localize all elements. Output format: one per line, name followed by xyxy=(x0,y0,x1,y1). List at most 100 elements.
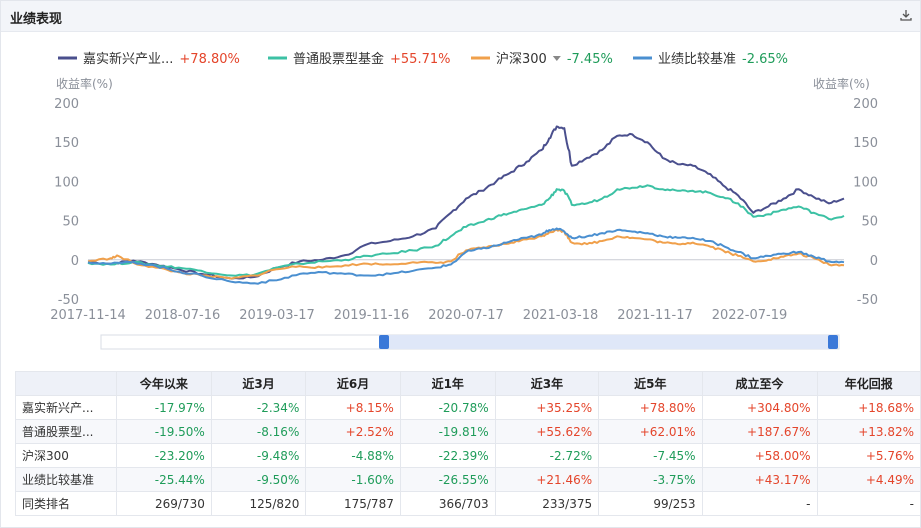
legend-value: -7.45% xyxy=(567,52,613,67)
table-cell: +55.62% xyxy=(494,419,600,444)
range-slider[interactable] xyxy=(100,334,840,350)
table-cell: 233/375 xyxy=(494,491,600,516)
table-cell: -26.55% xyxy=(399,467,496,492)
panel-header: 业绩表现 xyxy=(1,1,920,32)
y-axis-label-right: 收益率(%) xyxy=(813,76,870,91)
y-tick-label-left: 200 xyxy=(54,97,79,112)
table-cell: -19.50% xyxy=(116,419,212,444)
x-tick-label: 2021-11-17 xyxy=(617,308,693,323)
y-tick-label-left: -50 xyxy=(58,293,79,308)
column-header: 近5年 xyxy=(598,371,703,396)
legend-label: 业绩比较基准 xyxy=(658,52,736,67)
table-row: 同类排名 269/730 125/820 175/787 366/703 233/375 9… xyxy=(15,491,921,516)
y-axis-label-left: 收益率(%) xyxy=(56,76,113,91)
y-axis-ticks: 200 200 150 150 100 100 50 50 0 0 -50 -50 xyxy=(54,97,878,308)
dropdown-caret-icon[interactable] xyxy=(552,56,561,61)
chart-legend: 嘉实新兴产业... +78.80% 普通股票型基金 +55.71% 沪深300 -7.45… xyxy=(58,51,788,67)
row-name: 业绩比较基准 xyxy=(15,467,117,492)
legend-item[interactable]: 业绩比较基准 -2.65% xyxy=(633,52,788,67)
row-name: 同类排名 xyxy=(15,491,117,516)
table-cell: -9.50% xyxy=(210,467,307,492)
y-tick-label-right: 100 xyxy=(853,175,878,190)
table-cell: +4.49% xyxy=(816,467,921,492)
x-tick-label: 2019-11-16 xyxy=(334,308,410,323)
table-cell: 175/787 xyxy=(305,491,401,516)
table-cell: -22.39% xyxy=(399,443,496,468)
y-tick-label-left: 150 xyxy=(54,136,79,151)
column-header: 近3年 xyxy=(494,371,600,396)
legend-item[interactable]: 沪深300 -7.45% xyxy=(471,51,613,67)
series-line xyxy=(87,227,845,285)
y-tick-label-left: 100 xyxy=(54,175,79,190)
table-cell: 99/253 xyxy=(598,491,703,516)
download-icon[interactable] xyxy=(900,9,912,21)
series-line xyxy=(87,125,845,280)
table-cell: -7.45% xyxy=(598,443,703,468)
y-tick-label-left: 0 xyxy=(71,254,79,269)
table-cell: +187.67% xyxy=(701,419,818,444)
table-cell: -20.78% xyxy=(399,395,496,420)
table-cell: -3.75% xyxy=(598,467,703,492)
table-body: 嘉实新兴产... -17.97% -2.34% +8.15% -20.78% +35.25… xyxy=(15,395,921,516)
y-tick-label-right: 200 xyxy=(853,97,878,112)
table-row: 沪深300 -23.20% -9.48% -4.88% -22.39% -2.72% -7.… xyxy=(15,443,921,468)
performance-table: 今年以来 近3月 近6月 近1年 近3年 近5年 成立至今 年化回报 嘉实新兴产... -17.… xyxy=(15,371,921,516)
table-cell: +58.00% xyxy=(701,443,818,468)
table-cell: - xyxy=(701,491,818,516)
series-lines xyxy=(87,125,845,285)
column-header: 今年以来 xyxy=(116,371,212,396)
table-cell: -4.88% xyxy=(305,443,401,468)
y-tick-label-left: 50 xyxy=(62,215,79,230)
column-header: 近6月 xyxy=(305,371,401,396)
table-cell: 269/730 xyxy=(116,491,212,516)
x-tick-label: 2020-07-17 xyxy=(428,308,504,323)
table-cell: +18.68% xyxy=(816,395,921,420)
x-tick-label: 2022-07-19 xyxy=(712,308,788,323)
legend-value: +78.80% xyxy=(179,52,239,67)
table-cell: +35.25% xyxy=(494,395,600,420)
table-cell: -19.81% xyxy=(399,419,496,444)
column-header xyxy=(15,371,117,396)
table-cell: - xyxy=(816,491,921,516)
table-row: 普通股票型... -19.50% -8.16% +2.52% -19.81% +55.62… xyxy=(15,419,921,444)
table-cell: -8.16% xyxy=(210,419,307,444)
column-header: 近3月 xyxy=(210,371,307,396)
table-cell: +62.01% xyxy=(598,419,703,444)
legend-label: 普通股票型基金 xyxy=(293,51,384,67)
y-tick-label-right: 0 xyxy=(870,254,878,269)
table-cell: -1.60% xyxy=(305,467,401,492)
table-cell: +13.82% xyxy=(816,419,921,444)
table-cell: -23.20% xyxy=(116,443,212,468)
x-tick-label: 2019-03-17 xyxy=(239,308,315,323)
table-cell: 125/820 xyxy=(210,491,307,516)
x-axis-ticks: 2017-11-14 2018-07-16 2019-03-17 2019-11-16… xyxy=(50,308,787,323)
column-header: 成立至今 xyxy=(701,371,818,396)
table-cell: -2.34% xyxy=(210,395,307,420)
legend-label: 嘉实新兴产业... xyxy=(83,51,173,67)
legend-item[interactable]: 嘉实新兴产业... +78.80% xyxy=(58,51,240,67)
table-header-row: 今年以来 近3月 近6月 近1年 近3年 近5年 成立至今 年化回报 xyxy=(15,371,921,396)
y-tick-label-right: 50 xyxy=(861,215,878,230)
x-tick-label: 2021-03-18 xyxy=(523,308,599,323)
table-cell: +78.80% xyxy=(598,395,703,420)
table-cell: +8.15% xyxy=(305,395,401,420)
table-row: 业绩比较基准 -25.44% -9.50% -1.60% -26.55% +21.46% -… xyxy=(15,467,921,492)
table-cell: +21.46% xyxy=(494,467,600,492)
table-cell: -2.72% xyxy=(494,443,600,468)
y-tick-label-right: -50 xyxy=(857,293,878,308)
table-row: 嘉实新兴产... -17.97% -2.34% +8.15% -20.78% +35.25… xyxy=(15,395,921,420)
row-name: 嘉实新兴产... xyxy=(15,395,117,420)
table-cell: -25.44% xyxy=(116,467,212,492)
table-cell: +43.17% xyxy=(701,467,818,492)
column-header: 年化回报 xyxy=(816,371,921,396)
row-name: 普通股票型... xyxy=(15,419,117,444)
table-cell: +2.52% xyxy=(305,419,401,444)
legend-label: 沪深300 xyxy=(496,51,547,67)
legend-value: +55.71% xyxy=(390,52,450,67)
legend-item[interactable]: 普通股票型基金 +55.71% xyxy=(268,51,450,67)
slider-handle-left[interactable] xyxy=(379,335,389,349)
table-cell: -17.97% xyxy=(116,395,212,420)
slider-handle-right[interactable] xyxy=(828,335,838,349)
series-line xyxy=(87,228,845,280)
